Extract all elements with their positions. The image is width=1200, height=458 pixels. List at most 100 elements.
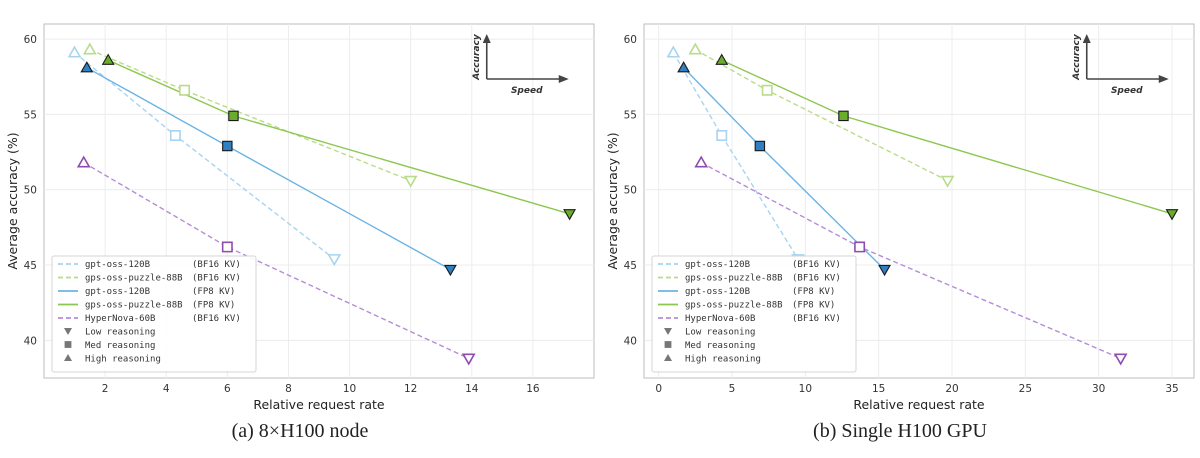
y-tick-label: 40 <box>624 335 637 347</box>
data-point-marker <box>67 45 82 58</box>
legend-series-tag: (BF16 KV) <box>792 260 841 270</box>
y-axis-label: Average accuracy (%) <box>5 132 20 269</box>
legend-series-name: HyperNova-60B <box>685 314 755 324</box>
data-point-marker <box>76 155 91 168</box>
data-point-marker <box>666 45 681 58</box>
legend-series-name: HyperNova-60B <box>85 314 155 324</box>
x-tick-label: 25 <box>1019 383 1032 395</box>
legend-box <box>651 255 857 373</box>
data-point-marker <box>940 175 955 188</box>
x-axis-label: Relative request rate <box>253 397 385 410</box>
x-tick-label: 6 <box>224 383 231 395</box>
y-tick-label: 55 <box>624 109 637 121</box>
legend-marker-swatch <box>664 354 672 361</box>
data-point-marker <box>82 42 97 55</box>
inset-accuracy-arrowhead <box>1082 34 1091 43</box>
inset-accuracy-arrowhead <box>482 34 491 43</box>
data-point-marker <box>222 140 233 152</box>
data-point-marker <box>715 53 729 65</box>
data-point-marker <box>443 264 457 277</box>
data-point-marker <box>878 264 891 277</box>
legend-marker-label: High reasoning <box>685 355 761 365</box>
data-point-marker <box>761 84 773 96</box>
legend-series-name: gpt-oss-120B <box>85 287 150 297</box>
x-tick-label: 8 <box>285 383 292 395</box>
legend-series-name: gps-oss-puzzle-88B <box>685 274 783 284</box>
y-tick-label: 60 <box>624 34 637 46</box>
data-point-marker <box>403 175 418 188</box>
x-tick-label: 16 <box>526 383 540 395</box>
legend-series-tag: (FP8 KV) <box>792 301 835 311</box>
data-point-marker <box>688 42 703 55</box>
chart-panel-a: 2 4 6 8 10 12 14 16 40 45 50 55 60 Relative request r… <box>0 0 600 410</box>
x-tick-label: 10 <box>343 383 356 395</box>
data-point-marker <box>80 61 94 73</box>
chart-a-svg: 2 4 6 8 10 12 14 16 40 45 50 55 60 Relative request r… <box>5 23 595 410</box>
series-line <box>89 48 411 182</box>
data-point-marker <box>754 140 766 152</box>
x-tick-label: 5 <box>729 383 736 395</box>
y-tick-label: 50 <box>624 185 637 197</box>
data-point-marker <box>327 254 342 267</box>
chart-b-svg: 0 5 10 15 20 25 30 35 40 45 50 55 60 Relative request… <box>605 23 1195 410</box>
y-tick-label: 40 <box>24 335 37 347</box>
legend-marker-label: Low reasoning <box>85 328 155 338</box>
legend-series-name: gps-oss-puzzle-88B <box>85 274 183 284</box>
legend-marker-label: Low reasoning <box>685 328 755 338</box>
inset-speed-arrowhead <box>1158 75 1169 83</box>
caption-a: (a) 8×H100 node <box>231 420 369 442</box>
y-axis-label: Average accuracy (%) <box>605 132 620 269</box>
y-tick-label: 45 <box>24 260 37 272</box>
legend-series-tag: (FP8 KV) <box>792 287 835 297</box>
chart-panel-b: 0 5 10 15 20 25 30 35 40 45 50 55 60 Relative request… <box>600 0 1200 410</box>
legend-series-tag: (BF16 KV) <box>792 314 841 324</box>
x-tick-label: 15 <box>872 383 885 395</box>
data-point-marker <box>716 129 728 141</box>
data-point-marker <box>838 110 849 122</box>
legend-marker-swatch <box>64 341 72 348</box>
y-tick-label: 45 <box>624 260 637 272</box>
data-point-marker <box>1113 353 1128 366</box>
data-point-marker <box>228 110 239 122</box>
legend-marker-swatch <box>664 341 672 348</box>
inset-accuracy-label: Accuracy <box>472 33 482 81</box>
inset-speed-arrowhead <box>558 75 569 83</box>
legend-marker-label: Med reasoning <box>85 341 155 351</box>
x-tick-label: 14 <box>465 383 479 395</box>
x-tick-label: 20 <box>945 383 958 395</box>
inset-speed-label: Speed <box>511 86 543 96</box>
legend-marker-label: High reasoning <box>85 355 161 365</box>
legend-box <box>51 255 257 373</box>
x-tick-label: 4 <box>163 383 170 395</box>
legend-series-name: gpt-oss-120B <box>685 260 750 270</box>
x-tick-label: 12 <box>404 383 417 395</box>
data-point-marker <box>221 241 233 253</box>
legend-series-tag: (BF16 KV) <box>192 314 241 324</box>
legend-marker-swatch <box>64 328 72 335</box>
legend-series-name: gps-oss-puzzle-88B <box>685 301 783 311</box>
legend-series-name: gps-oss-puzzle-88B <box>85 301 183 311</box>
data-point-marker <box>169 129 181 141</box>
series-line <box>672 52 799 260</box>
legend-series-tag: (FP8 KV) <box>192 287 235 297</box>
legend-series-name: gpt-oss-120B <box>85 260 150 270</box>
data-point-marker <box>563 209 577 221</box>
inset-accuracy-label: Accuracy <box>1072 33 1082 81</box>
data-point-marker <box>1165 209 1179 221</box>
caption-b: (b) Single H100 GPU <box>813 420 987 442</box>
data-point-marker <box>179 84 191 96</box>
data-point-marker <box>854 241 866 253</box>
y-tick-label: 60 <box>24 34 37 46</box>
x-tick-label: 35 <box>1165 383 1178 395</box>
y-tick-label: 55 <box>24 109 37 121</box>
legend-series-tag: (BF16 KV) <box>792 274 841 284</box>
legend-marker-label: Med reasoning <box>685 341 755 351</box>
x-tick-label: 0 <box>655 383 662 395</box>
legend-series-tag: (BF16 KV) <box>192 274 241 284</box>
legend-marker-swatch <box>664 328 672 335</box>
legend-series-tag: (BF16 KV) <box>192 260 241 270</box>
data-point-marker <box>677 61 691 73</box>
legend-series-tag: (FP8 KV) <box>192 301 235 311</box>
data-point-marker <box>694 155 709 168</box>
legend-series-name: gpt-oss-120B <box>685 287 750 297</box>
